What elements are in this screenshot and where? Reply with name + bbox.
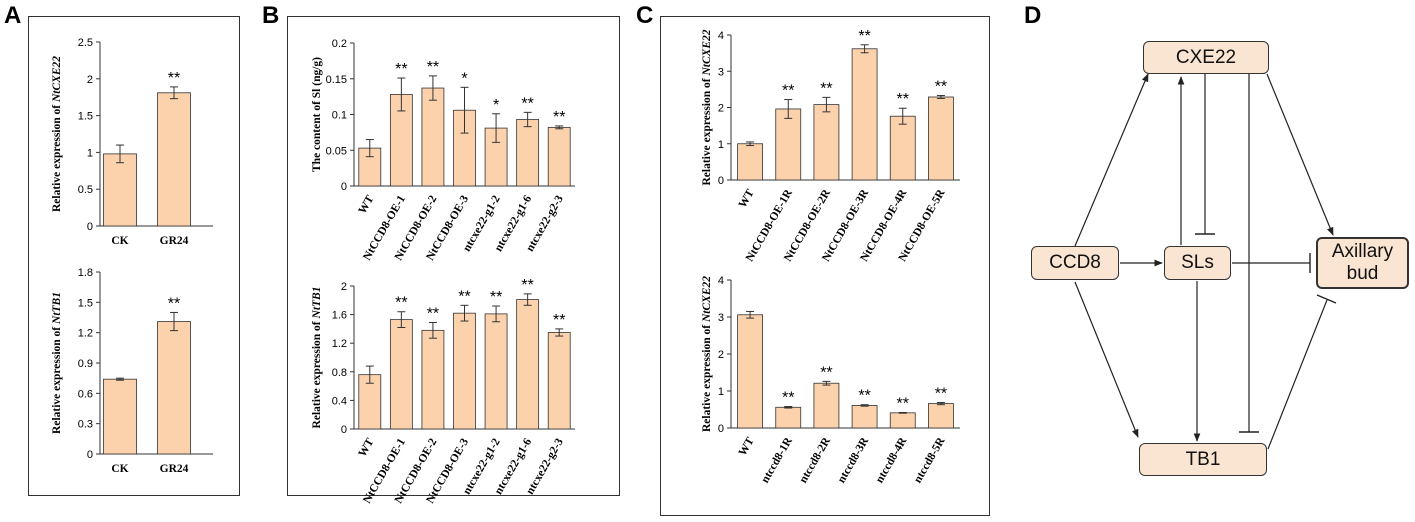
significance-marker: **	[897, 91, 909, 108]
y-tick-label: 1.2	[78, 328, 93, 340]
y-tick-label: 2	[718, 103, 724, 115]
bar	[928, 96, 954, 181]
panel-label-a: A	[4, 2, 22, 29]
significance-marker: *	[493, 97, 499, 114]
y-tick-label: 2.5	[78, 37, 93, 49]
y-tick-label: 1.2	[332, 338, 347, 350]
y-tick-label: 0.1	[332, 110, 347, 122]
y-tick-label: 0	[341, 424, 347, 436]
significance-marker: **	[458, 288, 470, 305]
y-tick-label: 0	[87, 449, 93, 461]
y-tick-label: 1.6	[332, 310, 347, 322]
y-axis-label: The content of Sl (ng/g)	[311, 57, 323, 172]
x-category-label: CK	[111, 463, 128, 475]
significance-marker: **	[820, 80, 832, 97]
y-tick-label: 0.9	[78, 358, 93, 370]
y-axis-label: Relative expression of NtCXE22	[51, 56, 63, 212]
significance-marker: **	[858, 388, 870, 405]
bar	[157, 92, 191, 227]
chart-a2: 0 0.3 0.6 0.9 1.2 1.5 1.8 Relative expression o…	[51, 267, 213, 475]
y-axis-label: Relative expression of NtCXE22	[701, 29, 713, 185]
significance-marker: **	[427, 59, 439, 76]
node-ccd8: CCD8	[1031, 246, 1119, 280]
y-axis-label: Relative expression of NtCXE22	[701, 276, 713, 432]
y-tick-label: 4	[718, 30, 724, 42]
significance-marker: **	[395, 61, 407, 78]
node-axillary-line2: bud	[1346, 263, 1379, 284]
significance-marker: **	[553, 109, 565, 126]
y-tick-label: 0	[341, 181, 347, 193]
y-tick-label: 1.5	[78, 297, 93, 309]
x-category-label: GR24	[160, 235, 189, 247]
y-tick-label: 0.2	[332, 38, 347, 50]
y-tick-label: 2	[718, 349, 724, 361]
y-tick-label: 0	[718, 175, 724, 187]
x-category-label: GR24	[160, 463, 189, 475]
edge-tb1-inhibits-axillary-bar	[1316, 294, 1337, 304]
significance-marker: **	[782, 83, 794, 100]
panel-label-b: B	[262, 2, 280, 29]
x-category-label: CK	[111, 235, 128, 247]
y-tick-label: 2	[87, 74, 93, 86]
significance-marker: **	[553, 312, 565, 329]
significance-marker: **	[168, 295, 180, 312]
bar	[813, 382, 840, 429]
y-tick-label: 0.05	[326, 145, 347, 157]
edge-tb1-inhibits-axillary	[1267, 299, 1328, 450]
y-tick-label: 2	[341, 281, 347, 293]
y-tick-label: 1	[718, 139, 724, 151]
significance-marker: **	[935, 385, 947, 402]
y-tick-label: 3	[718, 66, 724, 78]
y-axis-label: Relative expression of NtTB1	[311, 287, 323, 429]
edge-ccd8-cxe22	[1074, 73, 1149, 247]
significance-marker: **	[490, 289, 502, 306]
bar	[103, 378, 137, 455]
edge-cxe22-axillary	[1266, 73, 1334, 236]
bar	[775, 108, 802, 181]
significance-marker: **	[395, 295, 407, 312]
significance-marker: **	[168, 70, 180, 87]
y-tick-label: 1	[718, 386, 724, 398]
y-tick-label: 1.5	[78, 111, 93, 123]
bar	[157, 321, 191, 455]
y-tick-label: 0	[718, 423, 724, 435]
y-tick-label: 0.4	[332, 395, 347, 407]
panel-label-d: D	[1024, 2, 1042, 29]
node-axillary-line1: Axillary	[1331, 241, 1394, 263]
bar	[737, 314, 763, 429]
y-tick-label: 0.8	[332, 367, 347, 379]
bar	[889, 115, 916, 181]
y-tick-label: 0.15	[326, 74, 347, 86]
significance-marker: **	[820, 364, 832, 381]
node-sls: SLs	[1164, 246, 1231, 280]
significance-marker: **	[782, 390, 794, 407]
significance-marker: **	[521, 95, 533, 112]
significance-marker: *	[461, 70, 467, 87]
node-tb1: TB1	[1139, 443, 1267, 476]
y-tick-label: 0.5	[78, 184, 93, 196]
node-cxe22: CXE22	[1143, 41, 1269, 74]
chart-a1: 0 0.5 1 1.5 2 2.5 Relative expression of NtCXE…	[51, 37, 213, 247]
y-tick-label: 0.3	[78, 419, 93, 431]
y-tick-label: 4	[718, 275, 724, 287]
y-tick-label: 1.8	[78, 267, 93, 279]
panel-label-c: C	[636, 2, 654, 29]
node-axillary-bud: Axillary bud	[1316, 237, 1409, 289]
bar	[928, 403, 954, 429]
y-tick-label: 0	[87, 221, 93, 233]
y-axis-label: Relative expression of NtTB1	[51, 292, 63, 434]
significance-marker: **	[521, 277, 533, 294]
significance-marker: **	[935, 79, 947, 96]
y-tick-label: 1	[87, 147, 93, 159]
significance-marker: **	[897, 395, 909, 412]
edge-ccd8-tb1	[1074, 281, 1139, 438]
significance-marker: **	[858, 28, 870, 45]
significance-marker: **	[427, 305, 439, 322]
y-tick-label: 3	[718, 312, 724, 324]
y-tick-label: 0.6	[78, 388, 93, 400]
bar	[813, 104, 840, 181]
